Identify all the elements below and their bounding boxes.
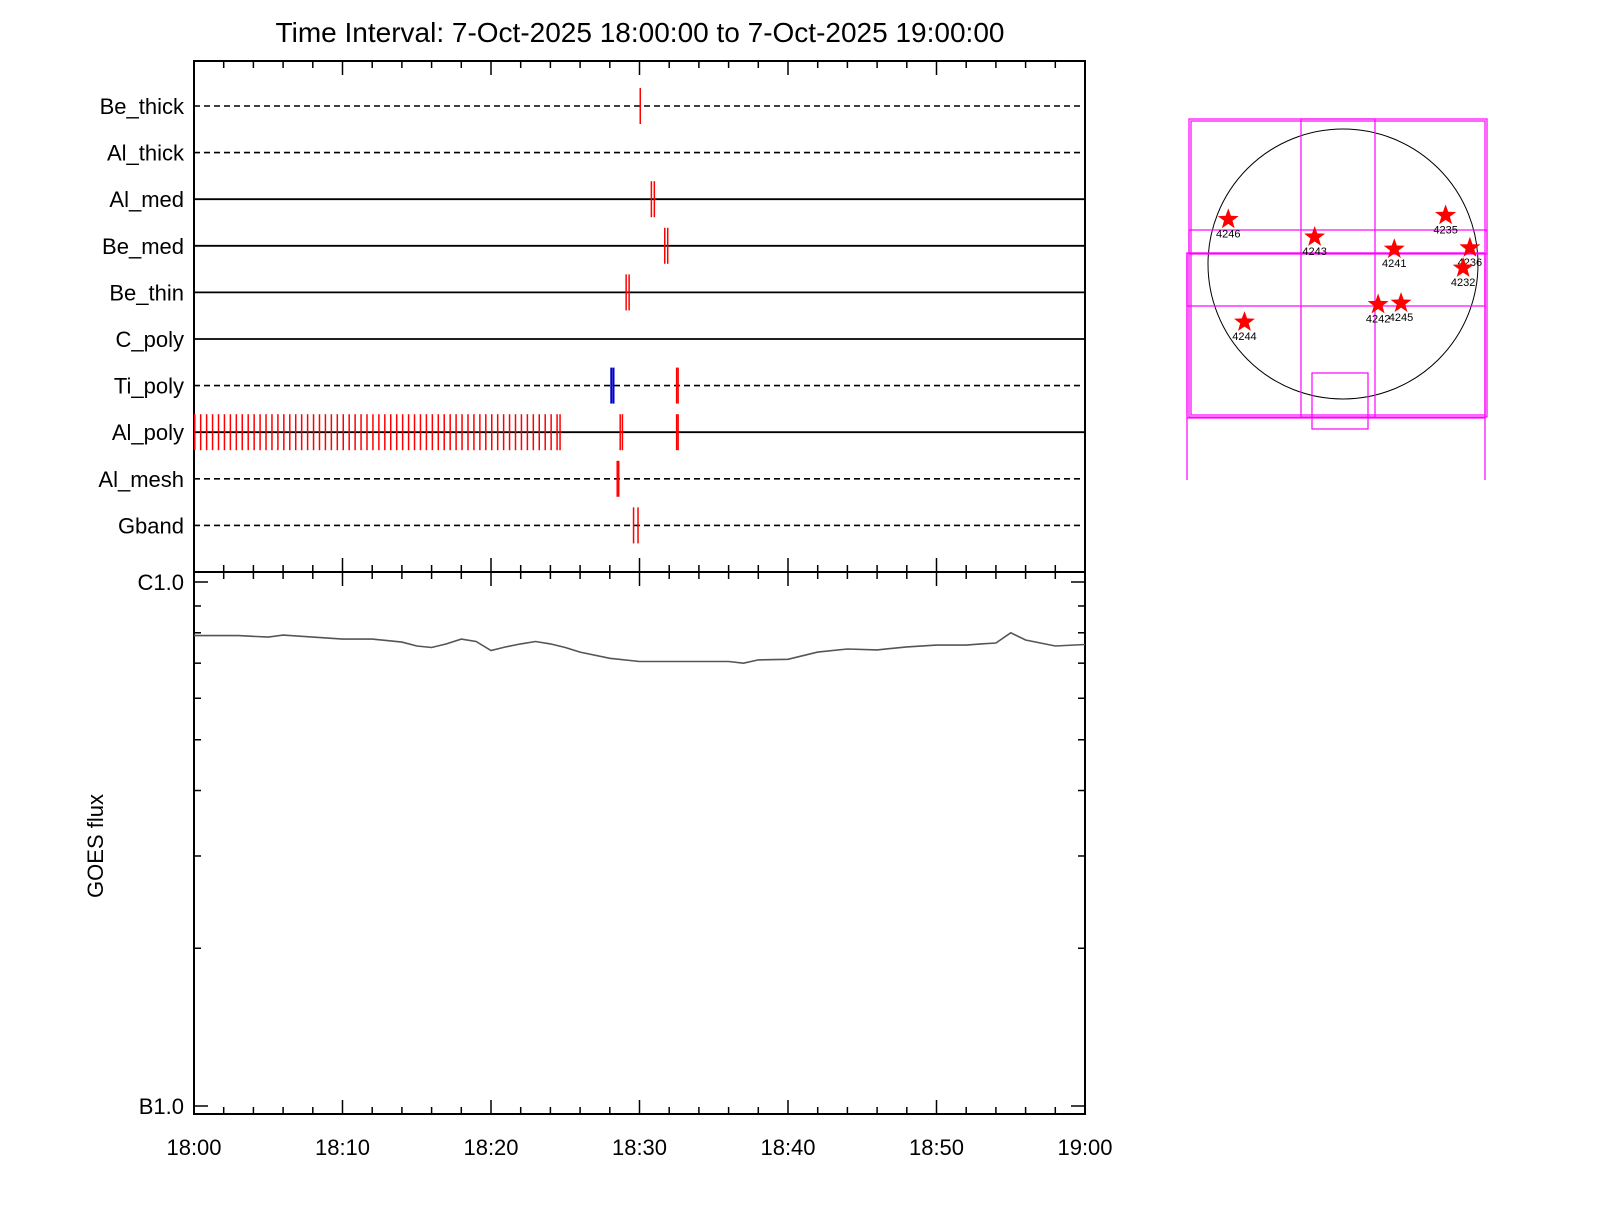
fov-box [1188, 229, 1488, 255]
goes-flux-panel: 18:00 18:10 18:20 18:30 18:40 18:50 19:00 C1.0 B… [83, 570, 1113, 1160]
x-tick-label: 18:00 [166, 1135, 221, 1160]
ar-label-4241: 4241 [1382, 258, 1406, 270]
ar-star-marker-4243 [1304, 226, 1326, 246]
ar-star-marker-4245 [1390, 292, 1412, 312]
ar-label-4243: 4243 [1302, 246, 1326, 258]
x-tick-label: 18:50 [909, 1135, 964, 1160]
ar-label-4235: 4235 [1433, 224, 1457, 236]
x-tick-label: 18:20 [463, 1135, 518, 1160]
timeline-frame [193, 60, 1086, 573]
ar-star-marker-4246 [1217, 208, 1239, 229]
fov-box [1311, 372, 1369, 430]
y-tick-label-c1: C1.0 [138, 570, 184, 595]
fov-box [1190, 120, 1486, 416]
sun-disk [1207, 128, 1479, 400]
x-tick-label: 18:10 [315, 1135, 370, 1160]
ar-label-4232: 4232 [1451, 277, 1475, 289]
goes-frame [193, 571, 1086, 1115]
x-tick-label: 19:00 [1057, 1135, 1112, 1160]
row-label-ti-poly: Ti_poly [114, 374, 184, 399]
goes-flux-line [194, 631, 1086, 665]
fov-box [1300, 118, 1376, 418]
row-label-c-poly: C_poly [116, 327, 184, 352]
row-label-be-thick: Be_thick [100, 94, 185, 119]
y-tick-label-b1: B1.0 [139, 1094, 184, 1119]
fov-box [1188, 118, 1488, 418]
fov-box-large [1186, 252, 1486, 419]
ar-star-marker-4241 [1383, 238, 1405, 258]
fov-box [1186, 252, 1486, 307]
ar-star-marker-4244 [1234, 311, 1255, 331]
row-label-al-mesh: Al_mesh [98, 467, 184, 492]
ar-star-marker-4232 [1452, 257, 1474, 277]
ar-star-marker-4235 [1435, 204, 1457, 225]
row-label-gband: Gband [118, 513, 184, 538]
row-label-al-med: Al_med [109, 187, 184, 212]
x-tick-label: 18:40 [760, 1135, 815, 1160]
row-label-be-med: Be_med [102, 234, 184, 259]
timeline-panel: Be_thick Al_thick Al_med Be_med Be_thin C_pol… [98, 60, 1086, 573]
x-tick-label: 18:30 [612, 1135, 667, 1160]
ar-label-4244: 4244 [1232, 331, 1256, 343]
row-label-al-thick: Al_thick [107, 141, 185, 166]
row-label-be-thin: Be_thin [109, 280, 184, 305]
ar-star-marker-4242 [1367, 293, 1389, 314]
ar-label-4242: 4242 [1366, 314, 1390, 326]
y-axis-label: GOES flux [83, 794, 108, 898]
ar-label-4245: 4245 [1389, 312, 1413, 324]
row-label-al-poly: Al_poly [112, 420, 184, 445]
ar-label-4246: 4246 [1216, 228, 1240, 240]
chart-title: Time Interval: 7-Oct-2025 18:00:00 to 7-… [276, 17, 1005, 48]
ar-star-marker-4236 [1459, 236, 1481, 257]
